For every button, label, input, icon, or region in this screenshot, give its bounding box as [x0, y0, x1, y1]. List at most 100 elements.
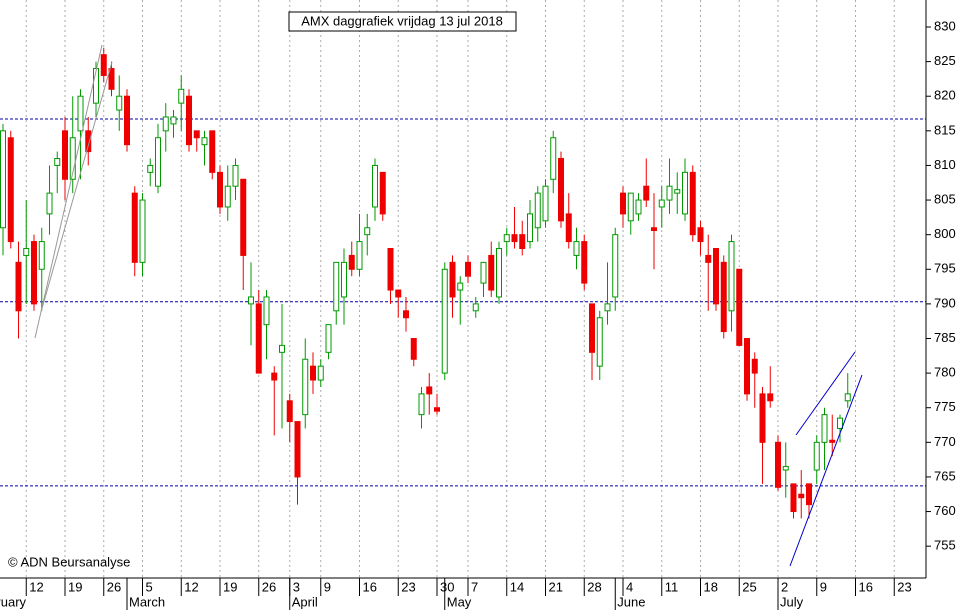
candle-body: [131, 192, 138, 263]
candle-body: [124, 95, 130, 146]
candle-body: [162, 116, 169, 132]
candle-body: [85, 130, 92, 153]
candle-body: [488, 254, 495, 291]
x-tick-label: 9: [820, 579, 827, 594]
candle-body: [139, 199, 146, 263]
candle-body: [612, 234, 619, 298]
candle-body: [643, 185, 650, 201]
candle-body: [666, 185, 673, 201]
candle-body: [286, 400, 293, 423]
y-tick-label: 780: [934, 365, 956, 380]
title-box: [288, 11, 517, 32]
candle-body: [744, 337, 750, 395]
x-tick-label: 26: [262, 579, 276, 594]
candle-body: [23, 248, 30, 256]
candle-body: [0, 130, 6, 229]
x-tick-label: 3: [293, 579, 300, 594]
candle-body: [790, 483, 797, 513]
x-tick-label: 5: [146, 579, 153, 594]
month-label: April: [292, 594, 318, 609]
candle-body: [798, 493, 805, 499]
candle-body: [589, 303, 595, 353]
candle-body: [565, 213, 572, 243]
candle-body: [682, 171, 688, 215]
y-tick-label: 770: [934, 434, 956, 449]
candle-body: [317, 365, 324, 381]
y-tick-label: 765: [934, 468, 956, 483]
candle-body: [604, 303, 611, 312]
candle-body: [728, 241, 735, 312]
candle-body: [116, 95, 123, 111]
trend-line: [40, 61, 113, 313]
candle-body: [837, 417, 843, 429]
candle-body: [573, 241, 580, 256]
candle-body: [496, 248, 502, 298]
trend-line: [34, 44, 103, 339]
month-label: February: [0, 594, 27, 609]
candle-body: [689, 171, 696, 236]
month-label: June: [617, 594, 645, 609]
candle-body: [271, 372, 278, 381]
x-tick-label: 11: [665, 579, 679, 594]
plot-area: [0, 0, 926, 578]
month-label: March: [129, 594, 165, 609]
x-tick-label: 23: [401, 579, 415, 594]
x-tick-label: 19: [68, 579, 82, 594]
candle-body: [511, 234, 518, 243]
candle-body: [674, 189, 681, 194]
candle-body: [775, 441, 781, 488]
x-tick-label: 21: [549, 579, 563, 594]
candle-body: [542, 185, 549, 222]
x-tick-label: 12: [29, 579, 43, 594]
x-tick-label: 16: [363, 579, 377, 594]
candle-body: [736, 268, 743, 346]
candle-body: [519, 234, 526, 250]
candle-body: [93, 68, 99, 104]
y-tick-label: 820: [934, 88, 956, 103]
candle-body: [527, 213, 533, 243]
candle-body: [302, 358, 309, 416]
candle-body: [224, 185, 231, 208]
candle-body: [341, 261, 347, 298]
candle-body: [387, 248, 394, 291]
x-tick-label: 7: [471, 579, 478, 594]
candle-body: [38, 241, 45, 270]
x-tick-label: 9: [324, 579, 331, 594]
credit: © ADN Beursanalyse: [8, 554, 130, 569]
trend-line: [789, 374, 863, 567]
candle-body: [178, 88, 185, 104]
candle-body: [550, 137, 557, 180]
candle-body: [829, 439, 836, 443]
y-tick-label: 775: [934, 399, 956, 414]
candle-body: [821, 414, 828, 443]
x-tick-label: 26: [107, 579, 121, 594]
candle-body: [410, 337, 417, 360]
candle-body: [217, 171, 223, 208]
candle-body: [240, 178, 247, 256]
candle-body: [426, 386, 433, 395]
y-tick-label: 760: [934, 503, 956, 518]
candle-body: [31, 241, 37, 305]
candle-body: [720, 261, 727, 333]
candle-body: [806, 483, 812, 506]
x-tick-label: 16: [859, 579, 873, 594]
y-tick-label: 830: [934, 18, 956, 33]
x-tick-label: 14: [510, 579, 524, 594]
candle-body: [248, 296, 254, 305]
candle-body: [325, 324, 332, 353]
candle-body: [108, 68, 115, 90]
candle-body: [480, 261, 487, 284]
candle-body: [147, 164, 154, 173]
candle-body: [705, 254, 712, 263]
y-tick-label: 825: [934, 53, 956, 68]
candle-body: [813, 441, 820, 471]
candle-body: [449, 261, 456, 298]
y-tick-label: 755: [934, 538, 956, 553]
candle-body: [54, 158, 61, 166]
candle-body: [193, 130, 200, 139]
candle-body: [46, 192, 53, 215]
candle-body: [333, 261, 340, 312]
